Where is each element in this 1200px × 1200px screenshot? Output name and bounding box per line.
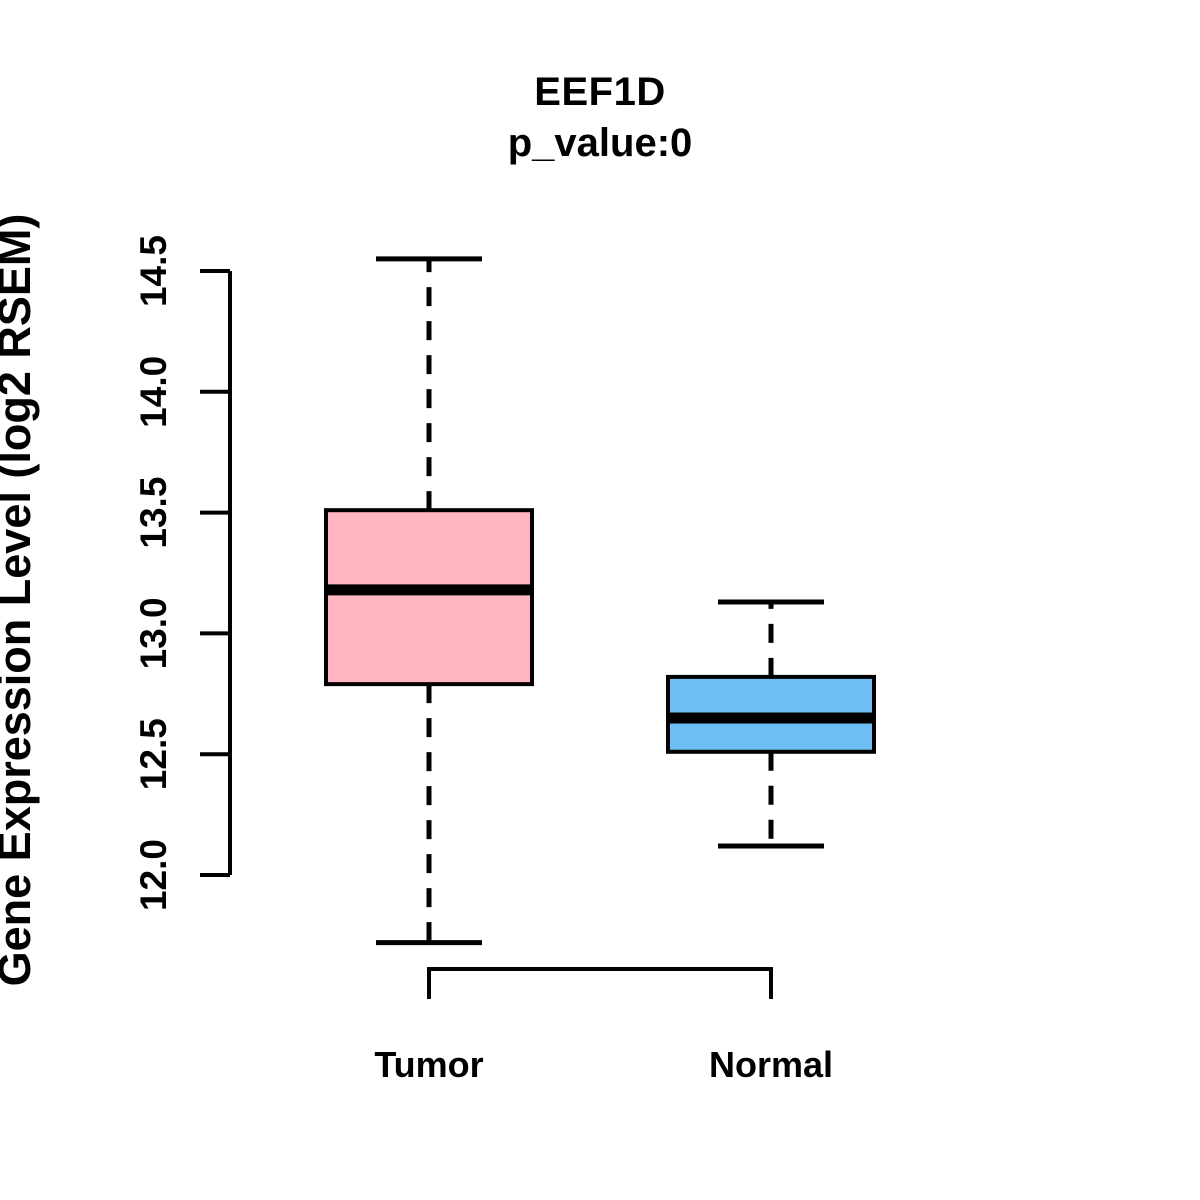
y-axis-tick-label: 14.5 [133, 235, 174, 307]
x-axis-bracket [427, 967, 773, 999]
box-tumor [324, 508, 534, 687]
y-axis-tick-label: 13.5 [133, 477, 174, 549]
y-axis-tick-label: 14.0 [133, 356, 174, 428]
y-axis-tick-label: 12.0 [133, 839, 174, 911]
category-label-normal: Normal [709, 1044, 833, 1085]
y-axis-tick-label: 13.0 [133, 597, 174, 669]
category-label-tumor: Tumor [374, 1044, 483, 1085]
y-axis-tick-label: 12.5 [133, 718, 174, 790]
y-axis-label: Gene Expression Level (log2 RSEM) [0, 214, 40, 987]
chart-subtitle: p_value:0 [507, 121, 693, 165]
chart-title: EEF1D [534, 70, 666, 114]
